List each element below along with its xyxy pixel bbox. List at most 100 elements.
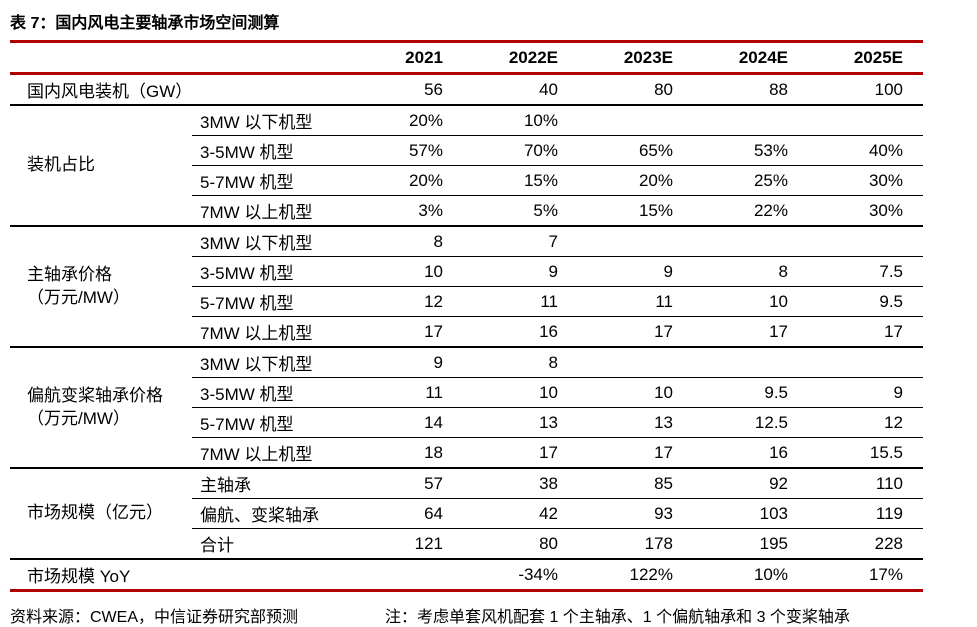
cell-value: 16 — [693, 437, 808, 469]
cell-value: 110 — [875, 473, 903, 493]
table-footer: 资料来源：CWEA，中信证券研究部预测 注：考虑单套风机配套 1 个主轴承、1 … — [10, 603, 923, 627]
header-year: 2022E — [463, 40, 578, 75]
sub-label: 合计 — [192, 528, 348, 560]
table-row: 国内风电装机（GW） 56 40 80 88 100 — [10, 73, 923, 106]
cell-value: 13 — [578, 407, 693, 438]
cell-value: 11 — [463, 286, 578, 317]
table-header-row: 2021 2022E 2023E 2024E 2025E — [10, 40, 923, 75]
cell-value: 17 — [348, 316, 463, 348]
cell-value: 38 — [539, 473, 558, 493]
group-label: 装机占比 — [10, 105, 192, 227]
cell-value: 9 — [463, 256, 578, 287]
sub-label: 5-7MW 机型 — [192, 286, 348, 317]
table-row: 5-7MW 机型 20% 15% 20% 25% 30% — [10, 165, 923, 196]
cell-value: 56 — [348, 73, 463, 106]
cell-value: 228 — [808, 528, 923, 560]
cell-value: 53% — [693, 135, 808, 166]
cell-value: 42 — [463, 498, 578, 529]
cell-value: 9 — [433, 352, 443, 372]
cell-value: 10% — [693, 559, 808, 592]
group-label-line1: 主轴承价格 — [27, 265, 112, 285]
cell-value: 17 — [463, 437, 578, 469]
cell-value: 10% — [523, 110, 558, 130]
cell-value: 119 — [808, 498, 923, 529]
sub-label: 3-5MW 机型 — [192, 377, 348, 408]
cell-value: 92 — [769, 473, 788, 493]
cell-value: 64 — [348, 498, 463, 529]
cell-value: 12.5 — [693, 407, 808, 438]
cell-value: 100 — [808, 73, 923, 106]
sub-label: 7MW 以上机型 — [192, 195, 348, 227]
cell-value: 12 — [348, 286, 463, 317]
cell-value: 40% — [808, 135, 923, 166]
cell-value: 9.5 — [693, 377, 808, 408]
cell-value: 10 — [348, 256, 463, 287]
cell-value: 15% — [463, 165, 578, 196]
cell-value: 12 — [808, 407, 923, 438]
table-row: 市场规模（亿元） 主轴承 57 38 85 92 110 — [10, 468, 923, 560]
cell-value — [578, 347, 693, 378]
cell-value: 17 — [578, 437, 693, 469]
group-label: 偏航变桨轴承价格 （万元/MW） — [10, 347, 192, 469]
sub-label: 3-5MW 机型 — [192, 256, 348, 287]
header-year: 2023E — [578, 40, 693, 75]
cell-value: 16 — [463, 316, 578, 348]
cell-value: 20% — [348, 165, 463, 196]
cell-value — [348, 559, 463, 592]
header-year: 2024E — [693, 40, 808, 75]
cell-value: 8 — [693, 256, 808, 287]
cell-value: 8 — [433, 231, 443, 251]
cell-value: 57% — [348, 135, 463, 166]
sub-label: 7MW 以上机型 — [192, 316, 348, 348]
cell-value: 9 — [578, 256, 693, 287]
table-row: 3-5MW 机型 57% 70% 65% 53% 40% — [10, 135, 923, 166]
cell-value: 65% — [578, 135, 693, 166]
table-row: 5-7MW 机型 14 13 13 12.5 12 — [10, 407, 923, 438]
cell-value: 122% — [578, 559, 693, 592]
cell-value: -34% — [463, 559, 578, 592]
cell-value: 10 — [463, 377, 578, 408]
sub-label: 主轴承 — [200, 476, 251, 495]
cell-value — [578, 226, 693, 257]
cell-value: 11 — [578, 286, 693, 317]
sub-label: 7MW 以上机型 — [192, 437, 348, 469]
header-year: 2025E — [808, 40, 923, 75]
table-row: 7MW 以上机型 17 16 17 17 17 — [10, 316, 923, 348]
cell-value: 57 — [424, 473, 443, 493]
table-title: 表 7：国内风电主要轴承市场空间测算 — [10, 15, 280, 32]
cell-value: 15% — [578, 195, 693, 227]
group-label-line2: （万元/MW） — [27, 408, 130, 428]
table-row: 偏航、变桨轴承 64 42 93 103 119 — [10, 498, 923, 529]
cell-value: 17 — [578, 316, 693, 348]
cell-value: 18 — [348, 437, 463, 469]
cell-value: 15.5 — [808, 437, 923, 469]
cell-value: 20% — [408, 110, 443, 130]
cell-value: 13 — [463, 407, 578, 438]
cell-value: 25% — [693, 165, 808, 196]
config-note: 注：考虑单套风机配套 1 个主轴承、1 个偏航轴承和 3 个变桨轴承 — [385, 609, 850, 626]
sub-label: 偏航、变桨轴承 — [192, 498, 348, 529]
cell-value — [693, 347, 808, 378]
cell-value — [808, 226, 923, 257]
cell-value: 14 — [348, 407, 463, 438]
row-label: 市场规模 YoY — [10, 559, 348, 592]
source-note: 资料来源：CWEA，中信证券研究部预测 — [10, 609, 299, 626]
sub-label: 3-5MW 机型 — [192, 135, 348, 166]
table-row: 3-5MW 机型 10 9 9 8 7.5 — [10, 256, 923, 287]
header-year: 2021 — [348, 40, 463, 75]
cell-value — [578, 105, 693, 136]
sub-label: 3MW 以下机型 — [200, 113, 313, 132]
cell-value: 85 — [654, 473, 673, 493]
table-row: 7MW 以上机型 18 17 17 16 15.5 — [10, 437, 923, 469]
cell-value — [808, 347, 923, 378]
table-row: 5-7MW 机型 12 11 11 10 9.5 — [10, 286, 923, 317]
header-empty-cell — [10, 40, 348, 75]
cell-value: 30% — [808, 195, 923, 227]
cell-value: 7 — [548, 231, 558, 251]
row-label: 国内风电装机（GW） — [10, 73, 348, 106]
cell-value: 10 — [693, 286, 808, 317]
cell-value: 17 — [808, 316, 923, 348]
table-row: 装机占比 3MW 以下机型 20% 10% — [10, 105, 923, 227]
cell-value: 40 — [463, 73, 578, 106]
